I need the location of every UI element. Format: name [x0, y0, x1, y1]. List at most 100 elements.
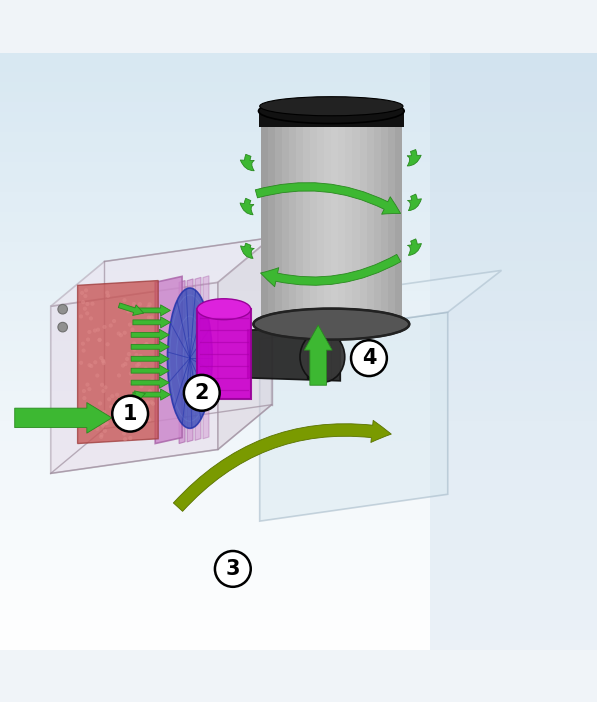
Circle shape [87, 387, 91, 391]
Bar [0, 600, 597, 610]
Circle shape [123, 413, 127, 417]
FancyArrowPatch shape [133, 389, 170, 400]
Circle shape [123, 362, 127, 366]
Circle shape [139, 384, 143, 388]
Circle shape [82, 389, 86, 393]
Circle shape [132, 341, 136, 345]
Circle shape [124, 417, 128, 421]
Polygon shape [155, 277, 182, 444]
Bar [0, 172, 597, 182]
Circle shape [145, 401, 149, 404]
Bar [0, 381, 597, 391]
Bar [0, 461, 597, 470]
Circle shape [106, 342, 110, 346]
Bar [0, 470, 597, 480]
Bar [0, 142, 597, 152]
Circle shape [118, 402, 122, 406]
Bar [0, 371, 597, 381]
Circle shape [151, 402, 155, 406]
Circle shape [128, 322, 132, 326]
Bar [0, 192, 597, 201]
Circle shape [135, 408, 139, 412]
Circle shape [58, 322, 67, 332]
Circle shape [146, 305, 150, 309]
Circle shape [133, 347, 137, 352]
Polygon shape [260, 270, 501, 339]
Text: 1: 1 [123, 404, 137, 424]
Bar [0, 530, 597, 540]
Text: 4: 4 [362, 348, 376, 368]
Circle shape [123, 437, 127, 442]
FancyArrowPatch shape [15, 402, 112, 433]
Bar [0, 331, 597, 341]
Circle shape [110, 394, 115, 398]
Bar [0, 610, 597, 620]
Circle shape [144, 343, 148, 347]
Bar [0, 251, 597, 261]
Circle shape [125, 357, 129, 361]
FancyArrowPatch shape [131, 341, 169, 352]
Bar [0, 451, 597, 461]
Circle shape [109, 324, 113, 328]
Polygon shape [248, 327, 340, 381]
Circle shape [102, 422, 106, 426]
Bar [0, 282, 597, 291]
Circle shape [86, 338, 90, 342]
Bar [0, 241, 597, 251]
Bar [0, 480, 597, 490]
Circle shape [85, 409, 89, 413]
Bar [275, 124, 282, 324]
Ellipse shape [300, 331, 344, 383]
Circle shape [135, 428, 139, 431]
Bar [0, 261, 597, 272]
Ellipse shape [167, 288, 212, 428]
Circle shape [126, 309, 130, 313]
Circle shape [115, 392, 119, 397]
Bar [0, 152, 597, 162]
Circle shape [144, 342, 149, 346]
Circle shape [147, 418, 152, 422]
Polygon shape [51, 282, 218, 473]
Bar [0, 441, 597, 451]
Circle shape [147, 389, 152, 393]
Circle shape [99, 356, 103, 360]
Bar [0, 311, 597, 321]
Circle shape [144, 357, 148, 361]
Circle shape [90, 415, 94, 419]
Circle shape [112, 396, 148, 432]
Circle shape [101, 423, 105, 428]
Circle shape [107, 397, 111, 402]
Circle shape [103, 325, 107, 329]
Circle shape [103, 421, 107, 425]
Polygon shape [259, 111, 404, 127]
Circle shape [96, 427, 100, 431]
Circle shape [351, 340, 387, 376]
Bar [261, 124, 268, 324]
Circle shape [121, 364, 125, 368]
Bar [430, 53, 597, 649]
Bar [387, 124, 395, 324]
Circle shape [98, 402, 102, 406]
Polygon shape [187, 279, 193, 442]
Polygon shape [260, 312, 448, 521]
Circle shape [138, 302, 142, 306]
FancyArrowPatch shape [256, 183, 401, 214]
Circle shape [96, 373, 100, 378]
Circle shape [82, 396, 87, 400]
Bar [296, 124, 303, 324]
Circle shape [79, 414, 83, 418]
Circle shape [140, 406, 144, 410]
Bar [324, 124, 331, 324]
Bar [367, 124, 374, 324]
Bar [303, 124, 310, 324]
Ellipse shape [253, 309, 410, 340]
FancyArrowPatch shape [173, 420, 391, 511]
Bar [0, 540, 597, 550]
Circle shape [142, 343, 146, 347]
Bar [0, 132, 597, 142]
Bar [0, 112, 597, 122]
Circle shape [101, 361, 106, 365]
Circle shape [58, 305, 67, 314]
FancyArrowPatch shape [407, 150, 421, 166]
Polygon shape [78, 281, 158, 444]
